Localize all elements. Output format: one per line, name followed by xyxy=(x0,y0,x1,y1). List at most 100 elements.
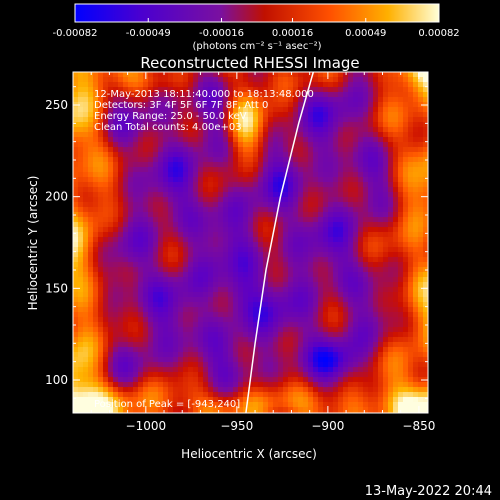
heatmap-cell xyxy=(413,137,419,143)
heatmap-cell xyxy=(193,72,199,78)
heatmap-cell xyxy=(83,352,89,358)
heatmap-cell xyxy=(398,242,404,248)
heatmap-cell xyxy=(258,272,264,278)
heatmap-cell xyxy=(133,197,139,203)
heatmap-cell xyxy=(423,307,428,313)
heatmap-cell xyxy=(253,92,259,98)
heatmap-cell xyxy=(308,402,314,408)
heatmap-cell xyxy=(233,367,239,373)
heatmap-cell xyxy=(358,267,364,273)
heatmap-cell xyxy=(318,177,324,183)
heatmap-cell xyxy=(283,372,289,378)
heatmap-cell xyxy=(268,142,274,148)
heatmap-cell xyxy=(83,127,89,133)
heatmap-cell xyxy=(418,257,424,263)
heatmap-cell xyxy=(258,367,264,373)
heatmap-cell xyxy=(248,357,254,363)
heatmap-cell xyxy=(193,392,199,398)
heatmap-cell xyxy=(143,147,149,153)
heatmap-cell xyxy=(333,92,339,98)
heatmap-cell xyxy=(383,272,389,278)
heatmap-cell xyxy=(173,217,179,223)
heatmap-cell xyxy=(213,357,219,363)
colorbar-unit-label: (photons cm⁻² s⁻¹ asec⁻²) xyxy=(192,41,321,52)
heatmap-cell xyxy=(243,142,249,148)
heatmap-cell xyxy=(408,382,414,388)
heatmap-cell xyxy=(358,397,364,403)
heatmap-cell xyxy=(278,247,284,253)
heatmap-cell xyxy=(228,392,234,398)
heatmap-cell xyxy=(223,392,229,398)
heatmap-cell xyxy=(423,132,428,138)
heatmap-cell xyxy=(333,142,339,148)
heatmap-cell xyxy=(298,277,304,283)
heatmap-cell xyxy=(353,112,359,118)
heatmap-cell xyxy=(248,232,254,238)
heatmap-cell xyxy=(243,182,249,188)
heatmap-cell xyxy=(383,82,389,88)
heatmap-cell xyxy=(408,137,414,143)
heatmap-cell xyxy=(163,257,169,263)
heatmap-cell xyxy=(128,217,134,223)
heatmap-cell xyxy=(198,357,204,363)
heatmap-cell xyxy=(83,282,89,288)
heatmap-cell xyxy=(308,317,314,323)
heatmap-cell xyxy=(293,122,299,128)
heatmap-cell xyxy=(168,392,174,398)
heatmap-cell xyxy=(113,302,119,308)
heatmap-cell xyxy=(83,317,89,323)
heatmap-cell xyxy=(388,72,394,78)
heatmap-cell xyxy=(333,152,339,158)
heatmap-cell xyxy=(213,287,219,293)
heatmap-cell xyxy=(273,372,279,378)
heatmap-cell xyxy=(308,357,314,363)
heatmap-cell xyxy=(308,192,314,198)
heatmap-cell xyxy=(358,352,364,358)
heatmap-cell xyxy=(188,347,194,353)
heatmap-cell xyxy=(168,122,174,128)
heatmap-cell xyxy=(413,332,419,338)
heatmap-cell xyxy=(403,197,409,203)
heatmap-cell xyxy=(333,207,339,213)
heatmap-cell xyxy=(123,92,129,98)
heatmap-cell xyxy=(388,372,394,378)
heatmap-cell xyxy=(423,252,428,258)
heatmap-cell xyxy=(378,167,384,173)
heatmap-cell xyxy=(178,262,184,268)
heatmap-cell xyxy=(123,357,129,363)
heatmap-cell xyxy=(393,387,399,393)
heatmap-cell xyxy=(103,392,109,398)
heatmap-cell xyxy=(268,217,274,223)
heatmap-cell xyxy=(188,337,194,343)
heatmap-cell xyxy=(73,117,79,123)
heatmap-cell xyxy=(123,102,129,108)
heatmap-cell xyxy=(423,247,428,253)
heatmap-cell xyxy=(383,267,389,273)
heatmap-cell xyxy=(118,107,124,113)
heatmap-cell xyxy=(368,382,374,388)
heatmap-cell xyxy=(103,197,109,203)
heatmap-cell xyxy=(73,272,79,278)
heatmap-cell xyxy=(288,347,294,353)
heatmap-cell xyxy=(193,77,199,83)
heatmap-cell xyxy=(248,317,254,323)
heatmap-cell xyxy=(103,157,109,163)
heatmap-cell xyxy=(163,317,169,323)
heatmap-cell xyxy=(393,297,399,303)
heatmap-cell xyxy=(103,292,109,298)
heatmap-cell xyxy=(78,242,84,248)
heatmap-cell xyxy=(173,382,179,388)
heatmap-cell xyxy=(268,122,274,128)
heatmap-cell xyxy=(128,247,134,253)
heatmap-cell xyxy=(393,212,399,218)
heatmap-cell xyxy=(233,222,239,228)
heatmap-cell xyxy=(293,162,299,168)
heatmap-cell xyxy=(273,122,279,128)
heatmap-cell xyxy=(353,247,359,253)
heatmap-cell xyxy=(253,387,259,393)
heatmap-cell xyxy=(378,317,384,323)
heatmap-cell xyxy=(243,297,249,303)
heatmap-cell xyxy=(238,97,244,103)
heatmap-cell xyxy=(233,192,239,198)
heatmap-cell xyxy=(243,117,249,123)
